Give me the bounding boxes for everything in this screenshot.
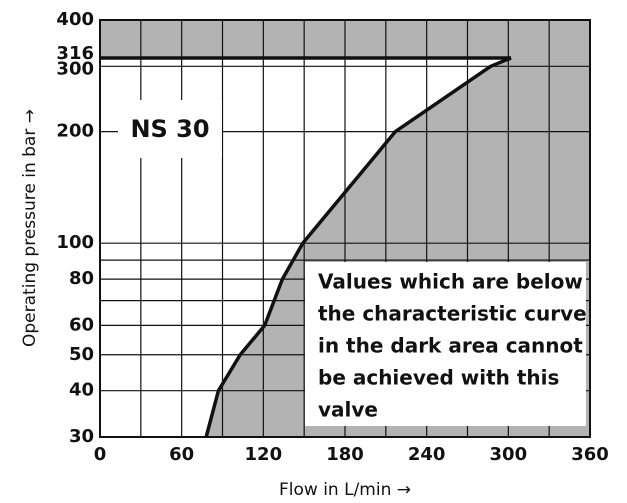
x-tick-label: 0 [94, 444, 107, 465]
x-tick-label: 120 [245, 444, 283, 465]
series-label: NS 30 [130, 115, 209, 143]
x-tick-label: 240 [408, 444, 446, 465]
y-tick-label: 400 [56, 9, 94, 30]
x-tick-label: 60 [169, 444, 194, 465]
y-tick-label: 200 [56, 121, 94, 142]
x-tick-label: 180 [326, 444, 364, 465]
annotation-line: the characteristic curve [318, 302, 587, 326]
y-tick-label: 300 [56, 58, 94, 79]
y-tick-label: 80 [69, 268, 94, 289]
annotation-line: valve [318, 398, 378, 422]
x-axis-label: Flow in L/min → [279, 480, 411, 500]
y-tick-label: 100 [56, 232, 94, 253]
annotation-line: in the dark area cannot [318, 334, 583, 358]
y-axis-label: Operating pressure in bar → [20, 109, 40, 347]
y-tick-label: 30 [69, 426, 94, 447]
annotation-line: be achieved with this [318, 366, 559, 390]
annotation-box [305, 262, 586, 426]
label-box [118, 100, 222, 158]
x-tick-label: 360 [571, 444, 609, 465]
y-tick-label: 316 [56, 43, 94, 64]
annotation-line: Values which are below [318, 270, 583, 294]
x-tick-label: 300 [490, 444, 528, 465]
y-tick-label: 50 [69, 344, 94, 365]
curve [204, 56, 512, 438]
y-tick-label: 40 [69, 380, 94, 401]
y-tick-label: 60 [69, 314, 94, 335]
plot-frame [99, 19, 591, 438]
